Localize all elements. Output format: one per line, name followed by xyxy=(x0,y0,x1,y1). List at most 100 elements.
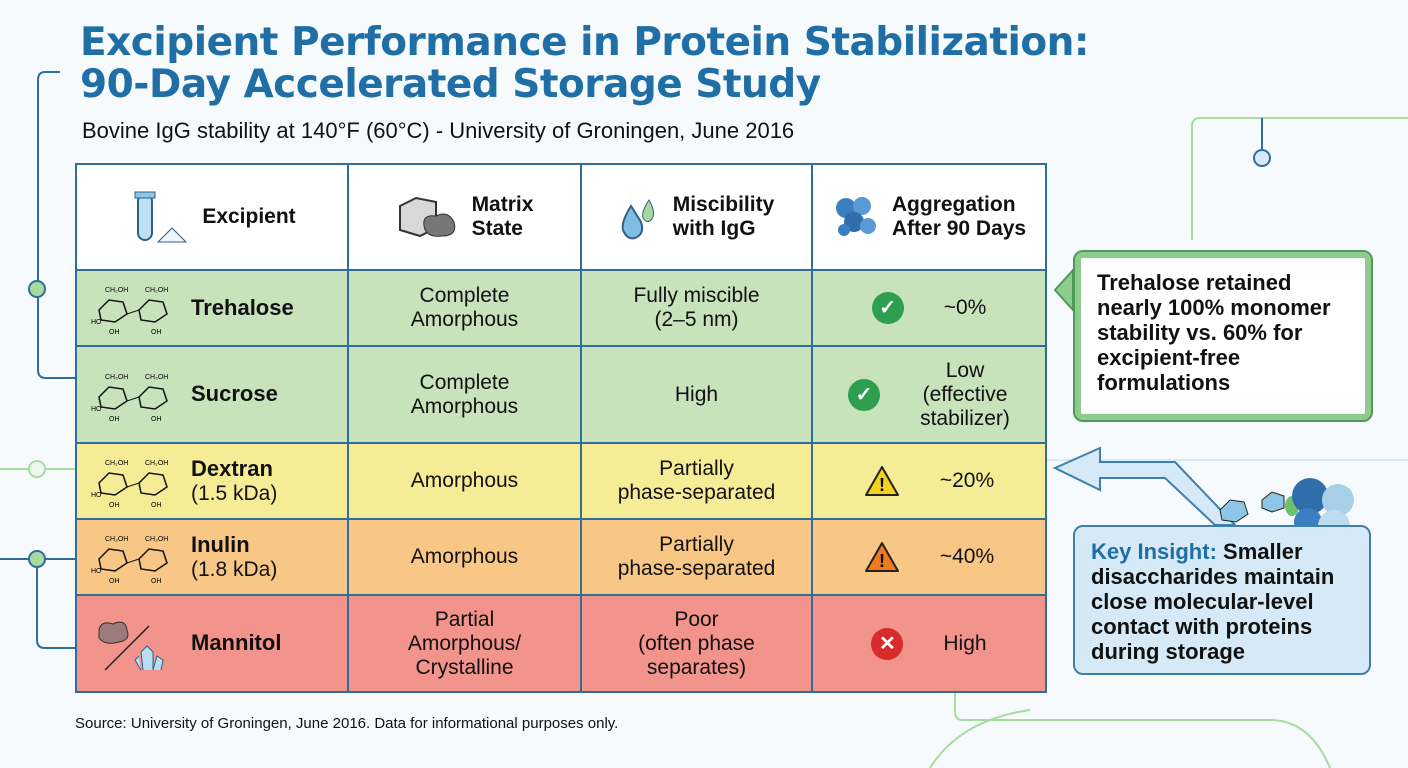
aggregation-value: ~0% xyxy=(944,296,987,320)
aggregation-cell: ✕ High xyxy=(811,594,1047,693)
svg-text:OH: OH xyxy=(109,329,120,336)
header-matrix-state: Matrix State xyxy=(347,162,582,272)
misc-text: (often phase xyxy=(638,631,755,655)
misc-text: phase-separated xyxy=(617,557,776,581)
check-icon: ✓ xyxy=(848,378,881,411)
matrix-text: Amorphous xyxy=(410,394,519,418)
molecule-structure-icon: CH₂OH CH₂OH HO OH OH xyxy=(91,536,168,585)
excipient-cell: Mannitol xyxy=(75,594,349,693)
test-tube-powder-icon xyxy=(134,191,188,243)
svg-text:HO: HO xyxy=(91,319,102,326)
title-line-2: 90-Day Accelerated Storage Study xyxy=(80,62,821,107)
svg-text:HO: HO xyxy=(91,492,102,499)
matrix-text: Amorphous xyxy=(410,469,519,493)
page-title: Excipient Performance in Protein Stabili… xyxy=(80,20,1090,107)
aggregation-value: ~20% xyxy=(940,469,994,493)
svg-text:!: ! xyxy=(879,475,885,495)
excipient-name: Dextran (1.5 kDa) xyxy=(191,455,278,505)
table-row-mannitol: Mannitol Partial Amorphous/Crystalline Po… xyxy=(75,594,1047,693)
warning-icon: ! xyxy=(864,542,899,573)
check-icon: ✓ xyxy=(871,292,904,325)
miscibility-cell: Partially phase-separated xyxy=(580,442,813,521)
svg-text:OH: OH xyxy=(109,502,120,509)
svg-text:OH: OH xyxy=(151,578,162,585)
excipient-cell: CH₂OH CH₂OH HO OH OH Trehalose xyxy=(75,269,349,348)
header-label: Matrix State xyxy=(471,193,534,241)
svg-text:CH₂OH: CH₂OH xyxy=(105,374,128,381)
aggregation-cell: ! ~40% xyxy=(811,518,1047,597)
misc-text: phase-separated xyxy=(617,481,776,505)
table-row-sucrose: CH₂OH CH₂OH HO OH OH Sucrose Complete Amorphou… xyxy=(75,345,1047,445)
key-insight-callout: Key Insight: Smaller disaccharides maint… xyxy=(1073,525,1371,675)
header-label: Miscibility with IgG xyxy=(672,193,775,241)
table-row-trehalose: CH₂OH CH₂OH HO OH OH Trehalose Complete Amorph… xyxy=(75,269,1047,348)
agg-text: ~0% xyxy=(943,296,987,320)
excipient-cell: CH₂OH CH₂OH HO OH OH Dextran (1.5 kDa) xyxy=(75,442,349,521)
svg-text:HO: HO xyxy=(91,406,102,413)
matrix-text: Complete xyxy=(419,370,510,394)
svg-text:CH₂OH: CH₂OH xyxy=(105,536,128,543)
header-label: Excipient xyxy=(202,205,296,229)
misc-text: Poor xyxy=(674,607,719,631)
header-aggregation: Aggregation After 90 Days xyxy=(811,162,1047,272)
misc-text: Partially xyxy=(659,457,734,481)
header-label: Aggregation After 90 Days xyxy=(891,193,1027,241)
matrix-text: Crystalline xyxy=(415,655,514,679)
header-row: Excipient Matrix State Miscibility with Ig… xyxy=(75,162,1047,272)
misc-text: (2–5 nm) xyxy=(654,308,739,332)
miscibility-cell: Partially phase-separated xyxy=(580,518,813,597)
molecule-structure-icon: CH₂OH CH₂OH HO OH OH xyxy=(91,460,168,509)
table-row-inulin: CH₂OH CH₂OH HO OH OH Inulin (1.8 kDa) Amorphou… xyxy=(75,518,1047,597)
svg-text:CH₂OH: CH₂OH xyxy=(145,460,168,467)
svg-text:OH: OH xyxy=(151,329,162,336)
aggregation-value: High xyxy=(943,632,986,656)
excipient-cell: CH₂OH CH₂OH HO OH OH Inulin (1.8 kDa) xyxy=(75,518,349,597)
header-excipient: Excipient xyxy=(75,162,349,272)
error-x-icon: ✕ xyxy=(871,627,904,660)
misc-text: Fully miscible xyxy=(633,284,760,308)
protein-aggregate-icon xyxy=(835,197,876,237)
matrix-text: Amorphous/ xyxy=(407,631,522,655)
aggregation-value: Low (effective stabilizer) xyxy=(920,359,1010,431)
title-line-1: Excipient Performance in Protein Stabili… xyxy=(80,20,1090,65)
matrix-state-cell: Complete Amorphous xyxy=(347,269,582,348)
excipient-name: Mannitol xyxy=(191,630,282,655)
svg-text:CH₂OH: CH₂OH xyxy=(105,460,128,467)
svg-text:OH: OH xyxy=(109,416,120,423)
svg-text:HO: HO xyxy=(91,568,102,575)
header-miscibility: Miscibility with IgG xyxy=(580,162,813,272)
excipient-name: Trehalose xyxy=(191,294,294,320)
warning-icon: ! xyxy=(864,466,899,497)
misc-text: Partially xyxy=(659,533,734,557)
droplets-icon xyxy=(621,199,654,240)
aggregation-cell: ✓ Low (effective stabilizer) xyxy=(811,345,1047,445)
misc-text: separates) xyxy=(646,655,747,679)
molecule-structure-icon: CH₂OH CH₂OH HO OH OH xyxy=(91,287,168,336)
aggregation-cell: ! ~20% xyxy=(811,442,1047,521)
matrix-state-cell: Amorphous xyxy=(347,518,582,597)
svg-text:OH: OH xyxy=(151,502,162,509)
excipient-name: Sucrose xyxy=(191,381,278,407)
aggregation-value: ~40% xyxy=(940,545,994,569)
trehalose-callout: Trehalose retained nearly 100% monomer s… xyxy=(1073,250,1373,422)
svg-text:OH: OH xyxy=(151,416,162,423)
svg-text:CH₂OH: CH₂OH xyxy=(145,536,168,543)
svg-text:OH: OH xyxy=(109,578,120,585)
agg-text: High xyxy=(943,631,987,655)
matrix-state-cell: Complete Amorphous xyxy=(347,345,582,445)
aggregation-cell: ✓ ~0% xyxy=(811,269,1047,348)
misc-text: High xyxy=(674,382,719,406)
excipient-table: Excipient Matrix State Miscibility with Ig… xyxy=(75,162,1047,693)
matrix-text: Partial xyxy=(434,607,495,631)
svg-text:!: ! xyxy=(879,551,885,571)
svg-text:CH₂OH: CH₂OH xyxy=(105,287,128,294)
key-insight-label: Key Insight: xyxy=(1091,539,1217,564)
matrix-state-cell: Partial Amorphous/Crystalline xyxy=(347,594,582,693)
miscibility-cell: Fully miscible (2–5 nm) xyxy=(580,269,813,348)
agg-text: stabilizer) xyxy=(920,406,1010,430)
matrix-text: Amorphous xyxy=(410,545,519,569)
molecule-structure-icon: CH₂OH CH₂OH HO OH OH xyxy=(91,374,168,423)
excipient-name: Inulin (1.8 kDa) xyxy=(191,531,278,581)
matrix-block-icon xyxy=(398,196,455,238)
